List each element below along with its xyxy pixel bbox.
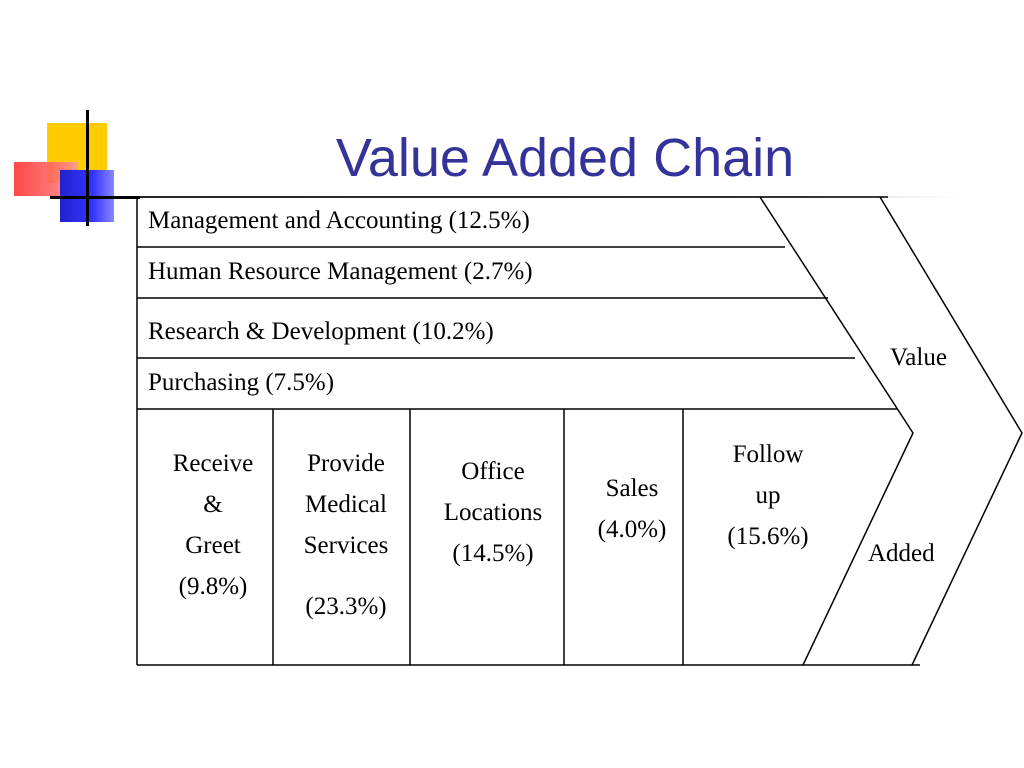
slide-title: Value Added Chain [335, 128, 795, 188]
cell-line: (15.6%) [727, 523, 809, 550]
added-label: Added [868, 540, 935, 567]
support-row-rnd: Research & Development (10.2%) [148, 318, 494, 345]
primary-cell-receive-greet: Receive & Greet (9.8%) [150, 443, 276, 607]
decor-vertical-line [86, 110, 89, 226]
decor-horizontal-line [50, 196, 140, 199]
cell-line: & [203, 491, 223, 518]
cell-line: Services [303, 532, 389, 559]
cell-line: Office [461, 458, 525, 485]
cell-line: Locations [443, 499, 543, 526]
support-row-hr: Human Resource Management (2.7%) [148, 258, 533, 285]
cell-line: Medical [305, 491, 387, 518]
cell-line: (4.0%) [597, 516, 667, 543]
primary-cell-medical-services: Provide Medical Services (23.3%) [283, 443, 409, 627]
primary-cell-sales: Sales (4.0%) [572, 468, 692, 550]
cell-line: (14.5%) [452, 540, 534, 567]
support-row-purchasing: Purchasing (7.5%) [148, 369, 335, 396]
cell-line: Sales [605, 475, 659, 502]
value-label: Value [890, 344, 947, 371]
cell-percent: (23.3%) [305, 593, 387, 620]
cell-line: (9.8%) [178, 573, 248, 600]
cell-line: Provide [307, 450, 385, 477]
cell-line: up [755, 482, 781, 509]
primary-cell-follow-up: Follow up (15.6%) [700, 434, 836, 557]
cell-line: Receive [172, 450, 254, 477]
outer-chevron [879, 196, 1023, 666]
inner-chevron [759, 196, 914, 666]
primary-cell-office-locations: Office Locations (14.5%) [420, 451, 566, 574]
cell-line: Follow [732, 441, 804, 468]
cell-line: Greet [185, 532, 241, 559]
support-row-management: Management and Accounting (12.5%) [148, 207, 530, 234]
